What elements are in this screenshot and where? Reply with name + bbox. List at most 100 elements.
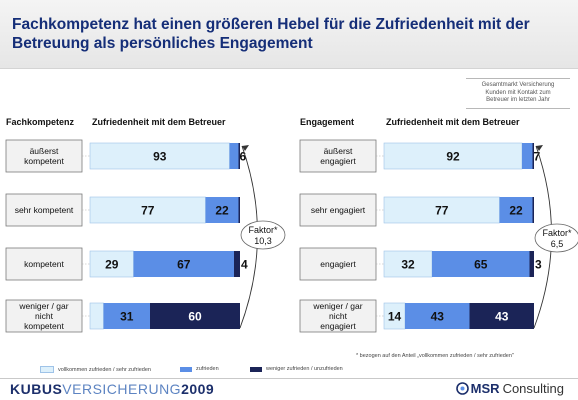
bar-value-label: 3 bbox=[535, 258, 542, 272]
bar-value-label: 6 bbox=[240, 150, 247, 164]
sample-note-line: Kunden mit Kontakt zum bbox=[485, 89, 551, 96]
bar-segment bbox=[383, 196, 500, 224]
category-label: engagiert bbox=[320, 259, 356, 269]
brand-msr: MSR bbox=[470, 381, 500, 396]
brand-versicherung: VERSICHERUNG bbox=[62, 381, 182, 397]
bar-value-label: 60 bbox=[188, 310, 202, 324]
bar-value-label: 22 bbox=[215, 204, 229, 218]
category-box bbox=[299, 139, 377, 173]
bar-segment bbox=[103, 303, 150, 329]
category-label: weniger / gar bbox=[18, 301, 68, 311]
category-label: kompetent bbox=[24, 259, 64, 269]
category-box bbox=[5, 247, 83, 281]
bar-value-label: 77 bbox=[435, 204, 449, 218]
bar-value-label: 77 bbox=[141, 204, 155, 218]
bar-segment bbox=[499, 197, 533, 223]
factor-value: 10,3 bbox=[254, 236, 272, 246]
page-title: Fachkompetenz hat einen größeren Hebel f… bbox=[12, 16, 530, 52]
bar-segment bbox=[133, 251, 234, 277]
legend-swatch-dark bbox=[250, 366, 262, 372]
bar-value-label: 92 bbox=[446, 150, 460, 164]
legend-item: zufrieden bbox=[180, 366, 219, 372]
left-category-header: Fachkompetenz bbox=[6, 117, 75, 127]
bar-segment bbox=[150, 303, 240, 329]
brand-logo-msr: MSR Consulting bbox=[455, 381, 564, 396]
bar-segment bbox=[469, 303, 534, 329]
category-box bbox=[299, 247, 377, 281]
category-label: äußerst bbox=[324, 146, 353, 156]
category-label: nicht bbox=[329, 311, 348, 321]
category-label: äußerst bbox=[30, 146, 59, 156]
brand-year: 2009 bbox=[181, 381, 215, 397]
category-box bbox=[5, 139, 83, 173]
bar-value-label: 67 bbox=[177, 258, 191, 272]
bar-segment bbox=[229, 143, 239, 169]
factor-arrowhead bbox=[536, 145, 543, 151]
category-label: engagiert bbox=[320, 321, 356, 331]
bar-segment bbox=[529, 251, 534, 277]
bar-value-label: 14 bbox=[388, 310, 402, 324]
bar-value-label: 43 bbox=[431, 310, 445, 324]
bar-value-label: 32 bbox=[401, 258, 415, 272]
bar-segment bbox=[205, 197, 239, 223]
bar-segment bbox=[405, 303, 470, 329]
category-label: weniger / gar bbox=[312, 301, 362, 311]
brand-logo-kubus: KUBUSVERSICHERUNG2009 bbox=[10, 381, 214, 397]
legend-label: weniger zufrieden / unzufrieden bbox=[266, 366, 343, 372]
bar-segment bbox=[89, 142, 230, 170]
legend-label: vollkommen zufrieden / sehr zufrieden bbox=[58, 366, 151, 373]
category-box bbox=[5, 299, 83, 333]
bar-segment bbox=[532, 143, 534, 169]
category-label: kompetent bbox=[24, 321, 64, 331]
msr-logo-icon bbox=[455, 382, 469, 395]
brand-kubus: KUBUS bbox=[10, 381, 63, 397]
category-label: sehr kompetent bbox=[15, 205, 74, 215]
sample-note-line: Betreuer im letzten Jahr bbox=[486, 97, 550, 103]
bar-segment bbox=[432, 251, 530, 277]
legend-label: zufrieden bbox=[196, 366, 219, 372]
bar-value-label: 29 bbox=[105, 258, 119, 272]
category-box bbox=[299, 193, 377, 227]
bar-value-label: 65 bbox=[474, 258, 488, 272]
bar-segment bbox=[238, 143, 240, 169]
bar-segment bbox=[89, 196, 206, 224]
bar-segment bbox=[89, 250, 134, 278]
bar-segment bbox=[234, 251, 240, 277]
sample-note: Gesamtmarkt Versicherung Kunden mit Kont… bbox=[466, 78, 570, 109]
category-label: kompetent bbox=[24, 156, 64, 166]
footer-divider bbox=[0, 378, 578, 379]
bar-segment bbox=[238, 197, 240, 223]
bar-segment bbox=[89, 302, 104, 330]
right-value-header: Zufriedenheit mit dem Betreuer bbox=[386, 117, 520, 127]
legend-item: vollkommen zufrieden / sehr zufrieden bbox=[40, 366, 151, 373]
factor-arrowhead bbox=[242, 145, 249, 151]
bar-value-label: 31 bbox=[120, 310, 134, 324]
bar-value-label: 93 bbox=[153, 150, 167, 164]
bar-segment bbox=[383, 250, 433, 278]
footnote: * bezogen auf den Anteil „vollkommen zuf… bbox=[356, 353, 514, 359]
left-value-header: Zufriedenheit mit dem Betreuer bbox=[92, 117, 226, 127]
bar-value-label: 4 bbox=[241, 258, 248, 272]
bar-segment bbox=[383, 142, 523, 170]
header-band: Fachkompetenz hat einen größeren Hebel f… bbox=[0, 0, 578, 69]
factor-bubble bbox=[240, 220, 286, 250]
bar-segment bbox=[532, 197, 534, 223]
bar-value-label: 7 bbox=[534, 150, 541, 164]
bar-segment bbox=[522, 143, 533, 169]
bar-value-label: 43 bbox=[495, 310, 509, 324]
legend-item: weniger zufrieden / unzufrieden bbox=[250, 366, 343, 372]
sample-note-line: Gesamtmarkt Versicherung bbox=[481, 82, 555, 88]
factor-label: Faktor* bbox=[542, 228, 572, 238]
category-label: engagiert bbox=[320, 156, 356, 166]
legend-swatch-light bbox=[40, 366, 54, 373]
factor-value: 6,5 bbox=[551, 239, 564, 249]
factor-bubble bbox=[534, 223, 578, 253]
bar-value-label: 22 bbox=[509, 204, 523, 218]
brand-consulting: Consulting bbox=[502, 381, 564, 396]
category-label: sehr engagiert bbox=[311, 205, 366, 215]
right-category-header: Engagement bbox=[300, 117, 355, 127]
factor-label: Faktor* bbox=[248, 225, 278, 235]
legend-swatch-mid bbox=[180, 366, 192, 372]
category-label: nicht bbox=[35, 311, 54, 321]
